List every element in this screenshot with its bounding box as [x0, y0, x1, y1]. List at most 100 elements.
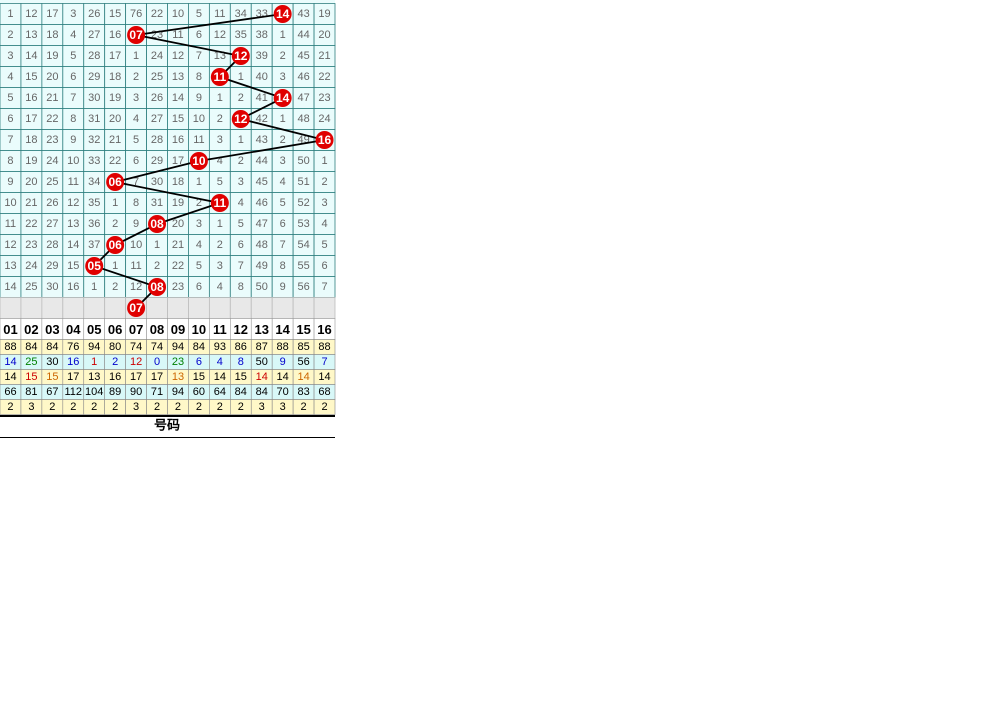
ball-number: 06: [108, 175, 122, 189]
cell-number: 7: [196, 50, 202, 62]
cell-number: 43: [297, 8, 309, 20]
cell-number: 23: [318, 92, 330, 104]
cell-number: 9: [70, 134, 76, 146]
cell-number: 24: [46, 155, 58, 167]
stat-number: 7: [321, 356, 327, 368]
ball-number: 11: [214, 196, 227, 210]
cell-number: 12: [25, 8, 37, 20]
stat-number: 2: [238, 401, 244, 413]
stat-number: 2: [217, 401, 223, 413]
cell-number: 29: [46, 260, 58, 272]
cell-number: 54: [297, 239, 309, 251]
cell-number: 2: [238, 92, 244, 104]
cell-number: 11: [68, 176, 79, 188]
cell: [292, 297, 315, 319]
stat-number: 104: [85, 386, 103, 398]
cell: [104, 297, 127, 319]
cell-number: 2: [133, 71, 139, 83]
top-band: [0, 0, 335, 3]
stat-number: 2: [154, 401, 160, 413]
cell-number: 35: [235, 29, 247, 41]
stat-number: 74: [151, 341, 163, 353]
cell-number: 47: [256, 218, 268, 230]
ball: [127, 299, 146, 317]
cell-number: 2: [321, 176, 327, 188]
stat-number: 70: [277, 386, 289, 398]
cell-number: 4: [280, 176, 286, 188]
cell-number: 11: [130, 260, 141, 272]
cell-number: 40: [256, 71, 268, 83]
cell: [62, 297, 85, 319]
cell-number: 5: [7, 92, 13, 104]
cell-number: 2: [217, 239, 223, 251]
cell-number: 15: [109, 8, 121, 20]
cell-number: 13: [67, 218, 79, 230]
cell-number: 6: [7, 113, 13, 125]
cell-number: 23: [46, 134, 58, 146]
stat-number: 17: [151, 371, 163, 383]
cell-number: 4: [70, 29, 76, 41]
cell-number: 6: [196, 281, 202, 293]
ball-number: 12: [234, 49, 248, 63]
stat-number: 14: [256, 371, 268, 383]
cell-number: 14: [25, 50, 37, 62]
stat-number: 67: [46, 386, 58, 398]
header-number: 03: [45, 322, 59, 337]
stat-number: 8: [238, 356, 244, 368]
cell-number: 15: [67, 260, 79, 272]
cell-number: 10: [193, 113, 205, 125]
cell-number: 1: [238, 134, 244, 146]
cell-number: 9: [196, 92, 202, 104]
cell-number: 53: [297, 218, 309, 230]
ball: [315, 131, 334, 149]
ball-number: 08: [150, 280, 164, 294]
cell-number: 1: [133, 50, 139, 62]
cell-number: 56: [297, 281, 309, 293]
stat-number: 14: [214, 371, 226, 383]
cell-number: 17: [25, 113, 37, 125]
cell-number: 28: [151, 134, 163, 146]
ball: [231, 110, 250, 128]
ball-number: 08: [150, 217, 164, 231]
cell-number: 2: [280, 50, 286, 62]
stat-number: 80: [109, 341, 121, 353]
stat-number: 88: [277, 341, 289, 353]
cell-number: 35: [88, 197, 100, 209]
stat-number: 93: [214, 341, 226, 353]
header-number: 09: [171, 322, 185, 337]
stat-number: 2: [196, 401, 202, 413]
stat-number: 2: [112, 356, 118, 368]
cell-number: 1: [112, 260, 118, 272]
cell-number: 1: [217, 218, 223, 230]
stat-number: 84: [256, 386, 268, 398]
ball-number: 14: [276, 7, 290, 21]
header-number: 07: [129, 322, 143, 337]
cell-number: 20: [46, 71, 58, 83]
cell-number: 27: [46, 218, 58, 230]
cell: [208, 297, 231, 319]
stat-number: 1: [91, 356, 97, 368]
stat-number: 83: [297, 386, 309, 398]
cell-number: 23: [25, 239, 37, 251]
cell-number: 1: [196, 176, 202, 188]
cell-number: 43: [256, 134, 268, 146]
cell-number: 4: [321, 218, 327, 230]
cell-number: 11: [172, 29, 183, 41]
cell-number: 17: [46, 8, 58, 20]
cell-number: 5: [133, 134, 139, 146]
header-number: 16: [317, 322, 331, 337]
stat-number: 86: [235, 341, 247, 353]
cell-number: 11: [193, 134, 204, 146]
cell-number: 30: [46, 281, 58, 293]
cell-number: 3: [280, 155, 286, 167]
cell-number: 38: [256, 29, 268, 41]
stat-number: 30: [46, 356, 58, 368]
stat-number: 2: [70, 401, 76, 413]
cell-number: 21: [46, 92, 58, 104]
cell-number: 20: [25, 176, 37, 188]
cell-number: 48: [297, 113, 309, 125]
cell-number: 4: [238, 197, 244, 209]
stat-number: 14: [4, 356, 16, 368]
stat-number: 15: [25, 371, 37, 383]
stat-number: 2: [321, 401, 327, 413]
